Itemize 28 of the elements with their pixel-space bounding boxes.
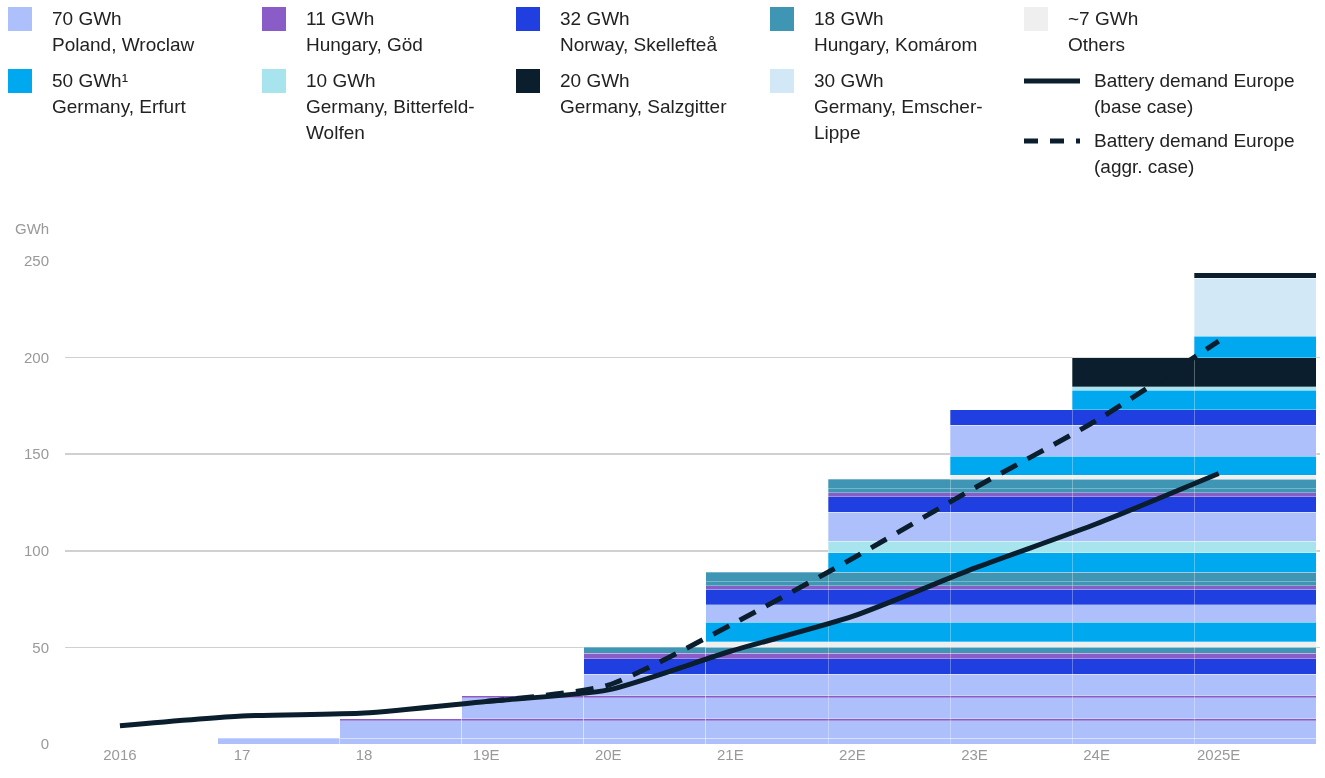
legend-label: 10 GWh Germany, Bitterfeld-Wolfen <box>306 69 476 145</box>
legend-label: 32 GWh Norway, Skellefteå <box>560 7 718 57</box>
y-tick-label: 150 <box>23 445 49 463</box>
y-tick-label: 250 <box>23 252 49 270</box>
x-tick-label: 2016 <box>103 746 137 763</box>
x-tick-label: 18 <box>355 746 373 763</box>
legend-label: 18 GWh Hungary, Komárom <box>814 7 979 57</box>
y-axis-title: GWh <box>15 220 50 237</box>
x-tick-label: 21E <box>717 746 744 763</box>
legend-label: 20 GWh Germany, Salzgitter <box>560 69 728 119</box>
x-tick-label: 19E <box>472 746 500 763</box>
legend-label: 70 GWh Poland, Wroclaw <box>52 7 196 57</box>
y-tick-label: 0 <box>40 735 49 753</box>
x-tick-label: 22E <box>839 746 866 763</box>
x-tick-label: 24E <box>1083 746 1110 763</box>
legend-label: ~7 GWh Others <box>1068 7 1140 57</box>
x-tick-label: 17 <box>233 746 251 763</box>
legend-label: Battery demand Europe (base case) <box>1094 69 1296 119</box>
legend-label: Battery demand Europe (aggr. case) <box>1094 129 1296 179</box>
legend-label: 11 GWh Hungary, Göd <box>306 7 424 57</box>
y-tick-label: 200 <box>23 348 49 366</box>
x-tick-label: 20E <box>594 746 622 763</box>
x-tick-label: 2025E <box>1196 746 1241 763</box>
x-tick-label: 23E <box>961 746 988 763</box>
y-tick-label: 100 <box>23 542 49 560</box>
legend-label: 50 GWh¹ Germany, Erfurt <box>52 69 187 119</box>
legend-label: 30 GWh Germany, Emscher-Lippe <box>814 69 984 145</box>
y-tick-label: 50 <box>32 638 49 656</box>
